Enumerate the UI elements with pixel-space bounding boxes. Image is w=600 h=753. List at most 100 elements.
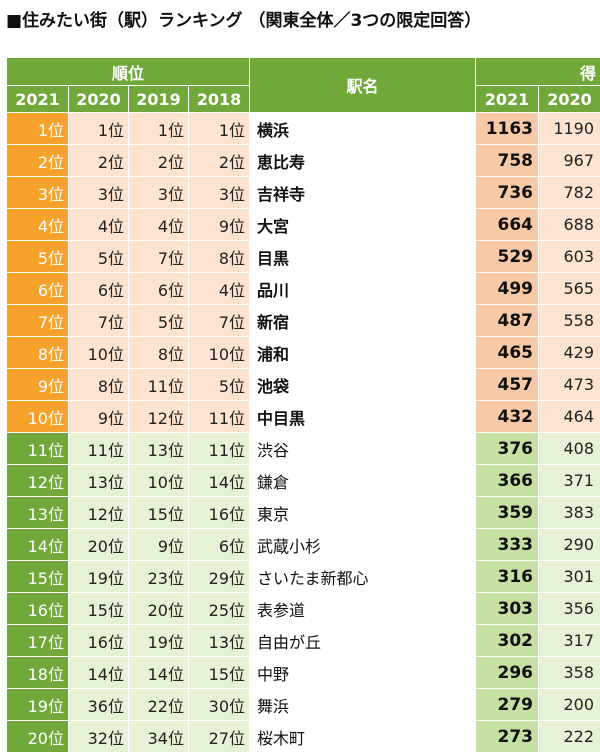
score-2020-cell: 356 — [539, 593, 600, 625]
score-2021-cell: 529 — [476, 241, 539, 273]
rank-2019-cell: 6位 — [129, 273, 189, 305]
station-name-cell: 浦和 — [250, 337, 476, 369]
rank-2018-cell: 6位 — [189, 529, 250, 561]
score-2021-cell: 333 — [476, 529, 539, 561]
station-name-cell: 武蔵小杉 — [250, 529, 476, 561]
rank-2019-cell: 22位 — [129, 689, 189, 721]
score-2020-cell: 967 — [539, 145, 600, 177]
rank-2020-cell: 15位 — [69, 593, 129, 625]
rank-2020-cell: 13位 — [69, 465, 129, 497]
rank-2020-cell: 6位 — [69, 273, 129, 305]
score-2021-cell: 499 — [476, 273, 539, 305]
rank-2018-cell: 2位 — [189, 145, 250, 177]
rank-2021-cell: 17位 — [7, 625, 69, 657]
score-2021-cell: 279 — [476, 689, 539, 721]
rank-2018-cell: 5位 — [189, 369, 250, 401]
rank-2019-cell: 10位 — [129, 465, 189, 497]
score-2020-cell: 222 — [539, 721, 600, 753]
rank-2020-cell: 12位 — [69, 497, 129, 529]
rank-2019-cell: 23位 — [129, 561, 189, 593]
score-2020-cell: 603 — [539, 241, 600, 273]
score-2021-cell: 359 — [476, 497, 539, 529]
rank-2018-cell: 11位 — [189, 401, 250, 433]
rank-2020-cell: 5位 — [69, 241, 129, 273]
station-name-cell: 東京 — [250, 497, 476, 529]
station-name-cell: 目黒 — [250, 241, 476, 273]
rank-year-header: 2020 — [69, 86, 129, 113]
score-2020-cell: 558 — [539, 305, 600, 337]
rank-year-header: 2018 — [189, 86, 250, 113]
station-header: 駅名 — [250, 58, 476, 113]
score-2021-cell: 302 — [476, 625, 539, 657]
score-group-header: 得 — [476, 58, 600, 86]
rank-2021-cell: 12位 — [7, 465, 69, 497]
station-name-cell: 池袋 — [250, 369, 476, 401]
station-name-cell: 鎌倉 — [250, 465, 476, 497]
score-year-header: 2020 — [539, 86, 600, 113]
rank-2021-cell: 16位 — [7, 593, 69, 625]
rank-2021-cell: 19位 — [7, 689, 69, 721]
rank-group-header: 順位 — [7, 58, 250, 86]
rank-2021-cell: 2位 — [7, 145, 69, 177]
score-2020-cell: 371 — [539, 465, 600, 497]
rank-2019-cell: 15位 — [129, 497, 189, 529]
rank-2018-cell: 11位 — [189, 433, 250, 465]
rank-2021-cell: 11位 — [7, 433, 69, 465]
rank-2019-cell: 19位 — [129, 625, 189, 657]
rank-2020-cell: 16位 — [69, 625, 129, 657]
score-2021-cell: 366 — [476, 465, 539, 497]
rank-2021-cell: 5位 — [7, 241, 69, 273]
score-2020-cell: 200 — [539, 689, 600, 721]
station-name-cell: 桜木町 — [250, 721, 476, 753]
rank-2019-cell: 13位 — [129, 433, 189, 465]
station-name-cell: 横浜 — [250, 113, 476, 145]
score-2021-cell: 376 — [476, 433, 539, 465]
rank-2021-cell: 3位 — [7, 177, 69, 209]
score-2020-cell: 429 — [539, 337, 600, 369]
rank-2019-cell: 20位 — [129, 593, 189, 625]
rank-2018-cell: 25位 — [189, 593, 250, 625]
rank-2019-cell: 3位 — [129, 177, 189, 209]
score-2021-cell: 736 — [476, 177, 539, 209]
station-name-cell: 中野 — [250, 657, 476, 689]
rank-2021-cell: 10位 — [7, 401, 69, 433]
ranking-table: 順位 駅名 得 2021 2020 2019 2018 2021 2020 1位… — [6, 57, 600, 753]
rank-2021-cell: 9位 — [7, 369, 69, 401]
score-2021-cell: 316 — [476, 561, 539, 593]
rank-2019-cell: 8位 — [129, 337, 189, 369]
rank-2019-cell: 4位 — [129, 209, 189, 241]
rank-2020-cell: 10位 — [69, 337, 129, 369]
station-name-cell: 舞浜 — [250, 689, 476, 721]
score-2021-cell: 303 — [476, 593, 539, 625]
rank-2018-cell: 27位 — [189, 721, 250, 753]
rank-2021-cell: 13位 — [7, 497, 69, 529]
score-2021-cell: 1163 — [476, 113, 539, 145]
rank-2021-cell: 18位 — [7, 657, 69, 689]
rank-2021-cell: 15位 — [7, 561, 69, 593]
rank-2020-cell: 2位 — [69, 145, 129, 177]
score-2021-cell: 457 — [476, 369, 539, 401]
score-2020-cell: 301 — [539, 561, 600, 593]
rank-2021-cell: 6位 — [7, 273, 69, 305]
station-name-cell: 中目黒 — [250, 401, 476, 433]
score-2021-cell: 465 — [476, 337, 539, 369]
rank-2019-cell: 14位 — [129, 657, 189, 689]
rank-2021-cell: 7位 — [7, 305, 69, 337]
rank-2020-cell: 7位 — [69, 305, 129, 337]
station-name-cell: 大宮 — [250, 209, 476, 241]
rank-2020-cell: 36位 — [69, 689, 129, 721]
score-2021-cell: 758 — [476, 145, 539, 177]
rank-year-header: 2019 — [129, 86, 189, 113]
rank-2018-cell: 29位 — [189, 561, 250, 593]
